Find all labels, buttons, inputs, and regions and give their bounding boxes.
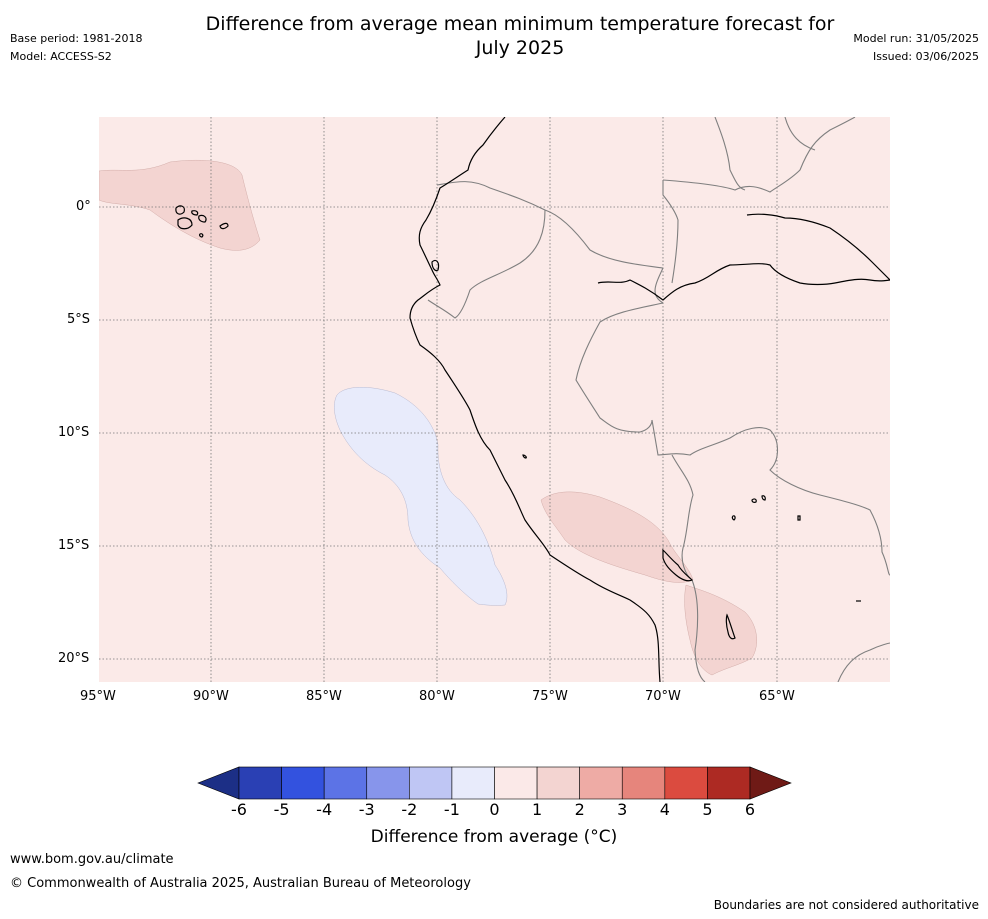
colorbar-cell xyxy=(451,766,495,800)
longitude-label: 75°W xyxy=(532,689,568,704)
colorbar-tick-label: 0 xyxy=(489,800,500,819)
colorbar-tick-label: -6 xyxy=(231,800,247,819)
country-borders xyxy=(427,117,890,682)
colorbar-cell xyxy=(323,766,368,800)
colorbar-tick-label: -2 xyxy=(401,800,418,819)
cool-anomaly-region-pacific xyxy=(334,387,508,606)
colorbar-tick-label: 1 xyxy=(531,800,543,819)
title-line-1: Difference from average mean minimum tem… xyxy=(205,13,835,35)
longitude-label: 80°W xyxy=(419,689,455,704)
colorbar-tick-label: -3 xyxy=(358,800,375,819)
issued-text: Issued: 03/06/2025 xyxy=(872,50,979,63)
footer-copyright: © Commonwealth of Australia 2025, Austra… xyxy=(10,876,471,891)
colorbar-tick-label: 5 xyxy=(702,800,713,819)
longitude-label: 70°W xyxy=(645,689,681,704)
colorbar-cell xyxy=(409,766,453,800)
warm-anomaly-region-bolivia xyxy=(684,584,757,676)
latitude-label: 20°S xyxy=(58,651,90,666)
colorbar-tick-label: -1 xyxy=(443,800,460,819)
meta-left: Base period: 1981-2018 Model: ACCESS-S2 xyxy=(10,30,142,66)
warm-anomaly-region-southern-peru xyxy=(540,491,694,583)
colorbar-cell xyxy=(707,766,751,800)
colorbar-tick-label: -5 xyxy=(273,800,290,819)
latitude-label: 0° xyxy=(76,199,91,214)
longitude-label: 85°W xyxy=(306,689,342,704)
latitude-label: 15°S xyxy=(58,538,90,553)
longitude-label: 95°W xyxy=(80,689,116,704)
coastline xyxy=(175,117,890,682)
colorbar-tick-label: 4 xyxy=(659,800,670,819)
colorbar-tick-label: 6 xyxy=(744,800,756,819)
footer-url[interactable]: www.bom.gov.au/climate xyxy=(10,852,174,867)
colorbar-tick-label: 2 xyxy=(574,800,585,819)
longitude-label: 65°W xyxy=(759,689,795,704)
meta-right: Model run: 31/05/2025 Issued: 03/06/2025 xyxy=(853,30,979,66)
colorbar-cell xyxy=(536,766,580,800)
model-text: Model: ACCESS-S2 xyxy=(10,50,112,63)
grid-lines xyxy=(99,117,890,682)
longitude-label: 90°W xyxy=(193,689,229,704)
colorbar-cell xyxy=(281,766,325,800)
colorbar-cell xyxy=(494,766,538,800)
title-line-2: July 2025 xyxy=(475,37,565,59)
colorbar-cell xyxy=(238,766,282,800)
latitude-label: 5°S xyxy=(67,312,91,327)
colorbar-title: Difference from average (°C) xyxy=(370,827,618,847)
chart-title: Difference from average mean minimum tem… xyxy=(120,12,920,60)
colorbar-tick-label: 3 xyxy=(617,800,628,819)
colorbar-extend-max xyxy=(749,766,792,800)
model-run-text: Model run: 31/05/2025 xyxy=(853,32,979,45)
colorbar-tick-label: -4 xyxy=(316,800,333,819)
latitude-label: 10°S xyxy=(58,425,90,440)
colorbar-cell xyxy=(621,766,666,800)
footer-disclaimer: Boundaries are not considered authoritat… xyxy=(713,898,979,912)
warm-anomaly-region-galapagos xyxy=(99,160,261,251)
base-period-text: Base period: 1981-2018 xyxy=(10,32,143,45)
colorbar-cell xyxy=(366,766,410,800)
colorbar-extend-min xyxy=(197,766,240,800)
colorbar-cell xyxy=(579,766,623,800)
colorbar-cell xyxy=(664,766,708,800)
colorbar xyxy=(197,766,792,800)
